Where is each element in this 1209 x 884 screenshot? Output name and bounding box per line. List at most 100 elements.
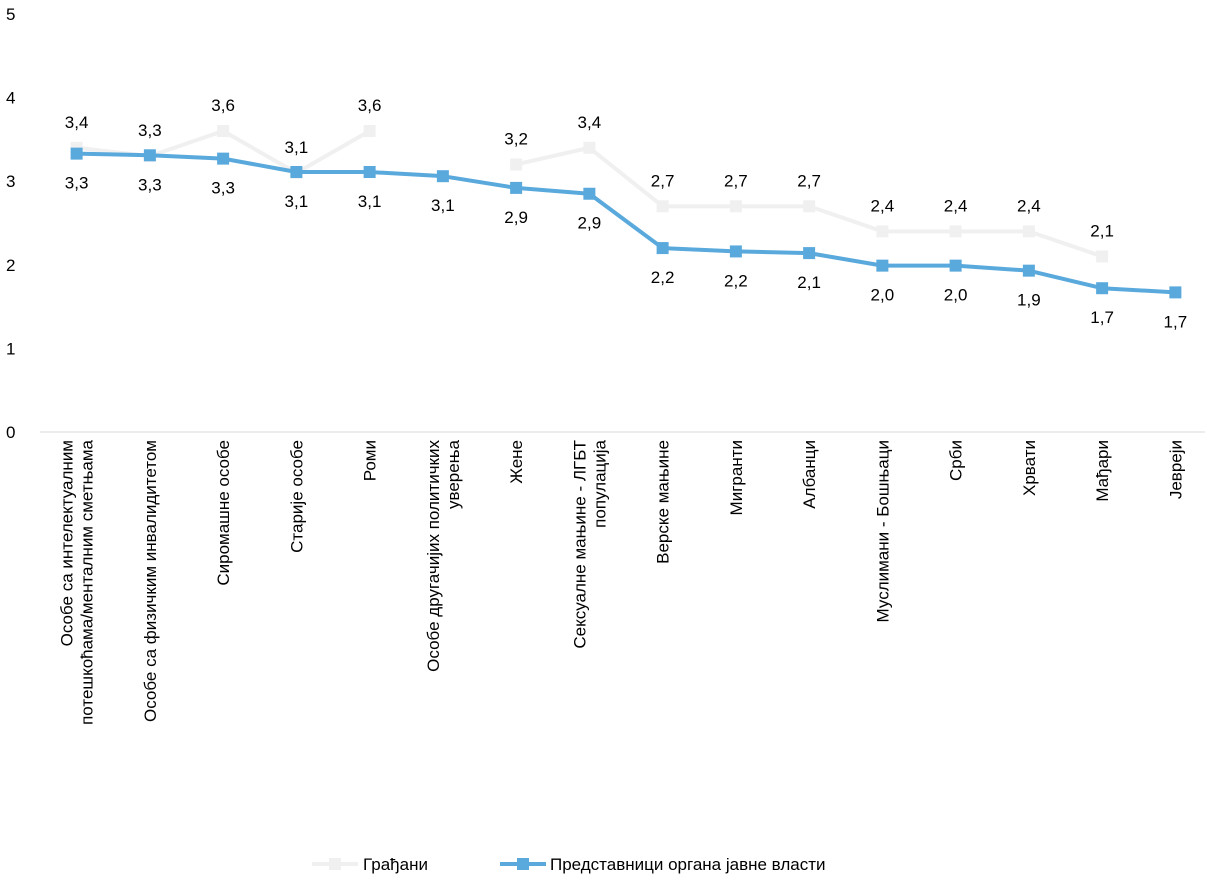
data-point — [803, 247, 816, 260]
y-tick-label: 3 — [6, 172, 15, 191]
data-label: 2,4 — [944, 196, 968, 215]
data-label: 3,1 — [285, 192, 309, 211]
x-tick-label: Верске мањине — [654, 440, 673, 564]
data-label: 3,3 — [138, 175, 162, 194]
x-tick-label: Особе са интелектуалним потешкоћама/мента… — [58, 439, 97, 724]
x-tick-label: Сиромашне особе — [214, 440, 233, 586]
data-point — [217, 125, 230, 138]
data-point — [656, 200, 669, 213]
data-point — [510, 181, 523, 194]
x-tick-label: Старије особе — [287, 440, 306, 553]
legend-label-gradjani: Грађани — [363, 855, 428, 874]
data-label: 2,2 — [724, 271, 748, 290]
legend-item-predstavnici: Представници органа јавне власти — [500, 855, 825, 874]
series-layer: 3,4 3,3 3,6 3,1 3,6 3,2 3,4 2,7 2,7 2,7 2,4 2,4 2,4 2… — [65, 96, 1187, 331]
data-point — [876, 259, 889, 272]
x-tick-label-line: Мађари — [1093, 440, 1112, 502]
data-label: 2,2 — [651, 268, 675, 287]
x-tick-label-line: Роми — [361, 440, 380, 481]
x-tick-label-line: Верске мањине — [654, 440, 673, 564]
y-tick-label: 4 — [6, 89, 15, 108]
data-label: 3,4 — [578, 113, 602, 132]
data-point — [217, 152, 230, 165]
data-label: 3,1 — [431, 196, 455, 215]
data-label: 1,7 — [1164, 312, 1188, 331]
data-point — [143, 149, 156, 162]
x-tick-label-line: Албанци — [800, 440, 819, 509]
y-tick-label: 2 — [6, 256, 15, 275]
series-line — [76, 151, 1176, 295]
data-label: 3,2 — [504, 129, 528, 148]
x-tick-label: Жене — [507, 440, 526, 484]
x-tick-label-line: Јевреји — [1166, 440, 1185, 499]
data-label: 3,3 — [65, 174, 89, 193]
data-point — [1022, 225, 1035, 238]
legend-marker-predstavnici — [517, 858, 529, 870]
data-label: 3,6 — [358, 96, 382, 115]
data-point — [70, 147, 83, 160]
x-tick-label: Мигранти — [727, 440, 746, 515]
data-label: 3,3 — [211, 179, 235, 198]
x-tick-label-line: уверења — [444, 439, 463, 509]
x-tick-label: Јевреји — [1166, 440, 1185, 499]
x-tick-label-line: Мигранти — [727, 440, 746, 515]
x-tick-label-line: потешкоћама/менталним сметњама — [78, 439, 97, 724]
data-label: 3,1 — [285, 138, 309, 157]
x-tick-label: Мађари — [1093, 440, 1112, 502]
data-point — [363, 125, 376, 138]
x-tick-label-line: Особе са интелектуалним — [58, 440, 77, 646]
data-point — [949, 225, 962, 238]
x-tick-label-line: Сиромашне особе — [214, 440, 233, 586]
x-tick-label-line: Муслимани - Бошњаци — [873, 440, 892, 622]
y-tick-label: 5 — [6, 5, 15, 24]
data-point — [729, 245, 742, 258]
x-tick-label-line: популација — [590, 439, 609, 527]
x-tick-label-line: Особе са физичким инвалидитетом — [141, 440, 160, 722]
data-label: 2,4 — [871, 196, 895, 215]
y-tick-label: 1 — [6, 339, 15, 358]
legend-label-predstavnici: Представници органа јавне власти — [550, 855, 825, 874]
data-label: 2,0 — [944, 286, 968, 305]
data-label: 2,1 — [1090, 221, 1114, 240]
data-point — [436, 170, 449, 183]
data-point — [803, 200, 816, 213]
data-label: 2,7 — [651, 171, 675, 190]
legend-item-gradjani: Грађани — [312, 855, 428, 874]
data-label: 2,9 — [504, 208, 528, 227]
data-point — [1096, 282, 1109, 295]
x-tick-label-line: Старије особе — [287, 440, 306, 553]
x-tick-label: Хрвати — [1020, 440, 1039, 496]
data-label: 2,7 — [724, 171, 748, 190]
data-label: 2,7 — [797, 171, 821, 190]
data-point — [583, 141, 596, 154]
x-tick-label-line: Хрвати — [1020, 440, 1039, 496]
data-point — [510, 158, 523, 171]
data-label: 2,1 — [797, 273, 821, 292]
data-point — [1096, 250, 1109, 263]
x-tick-label: Сексуалне мањине - ЛГБТ популација — [570, 439, 609, 648]
x-tick-label: Албанци — [800, 440, 819, 509]
x-tick-label-line: Жене — [507, 440, 526, 484]
data-label: 2,9 — [578, 214, 602, 233]
x-tick-label: Особе са физичким инвалидитетом — [141, 440, 160, 722]
data-point — [1022, 264, 1035, 277]
x-tick-label-line: Особе другачијих политичких — [424, 440, 443, 672]
data-label: 3,4 — [65, 113, 89, 132]
x-tick-label: Муслимани - Бошњаци — [873, 440, 892, 622]
data-label: 2,4 — [1017, 196, 1041, 215]
x-tick-label: Роми — [361, 440, 380, 481]
y-axis-ticks: 0 1 2 3 4 5 — [6, 5, 15, 442]
data-label: 1,9 — [1017, 291, 1041, 310]
legend: Грађани Представници органа јавне власти — [312, 855, 825, 874]
data-point — [656, 242, 669, 255]
x-tick-label-line: Сексуалне мањине - ЛГБТ — [570, 440, 589, 649]
legend-marker-gradjani — [329, 858, 341, 870]
data-label: 3,1 — [358, 192, 382, 211]
data-label: 3,3 — [138, 121, 162, 140]
data-label: 2,0 — [871, 286, 895, 305]
y-tick-label: 0 — [6, 423, 15, 442]
x-axis-labels: Особе са интелектуалним потешкоћама/мента… — [58, 439, 1186, 724]
data-point — [583, 187, 596, 200]
data-point — [1169, 286, 1182, 299]
